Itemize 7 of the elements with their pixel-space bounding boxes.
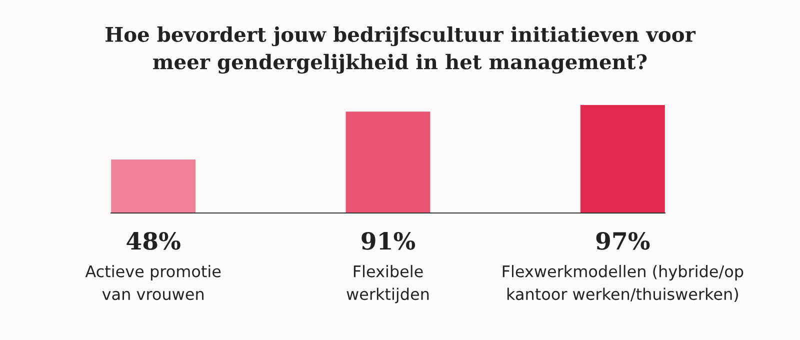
x-tick-label: Actieve promotie van vrouwen [85,265,221,300]
data-label: 91% [362,232,416,250]
data-label: 97% [596,232,650,250]
data-label: 48% [126,232,180,250]
x-tick-label: Flexwerkmodellen (hybride/op kantoor werken/thuiswerken) [502,265,744,302]
x-tick-label: Flexibele werktijden [346,265,429,304]
chart-title: Hoe bevordert jouw bedrijfscultuur initiatieven voor meer gendergelijkheid in het management? [106,26,696,74]
